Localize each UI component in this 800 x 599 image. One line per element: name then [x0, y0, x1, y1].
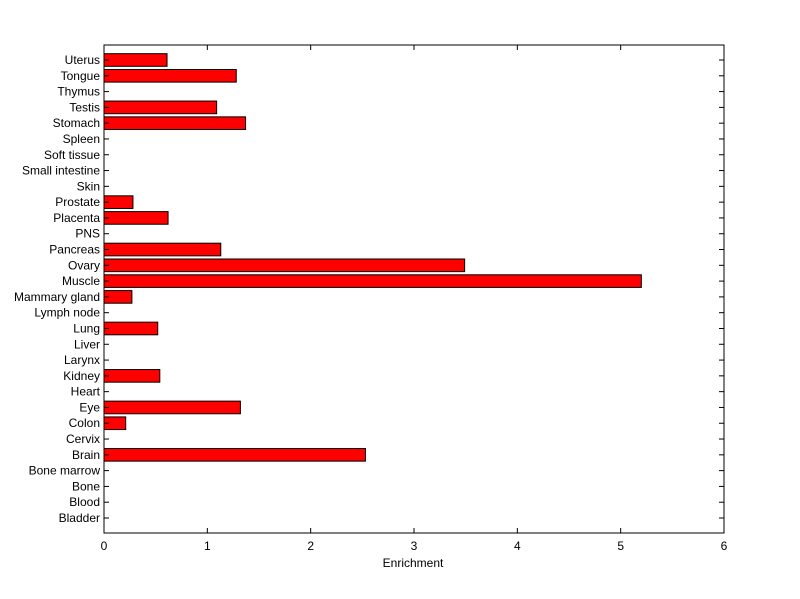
y-tick-label: Ovary	[68, 258, 100, 272]
bar-uterus	[103, 53, 168, 67]
y-tick-label: Bone	[72, 479, 100, 493]
x-tick-label: 5	[617, 539, 624, 553]
y-tick-label: Lymph node	[34, 306, 100, 320]
y-tick-label: Heart	[71, 385, 101, 399]
bar-eye	[103, 400, 241, 415]
y-tick-label: PNS	[75, 227, 100, 241]
y-tick-label: Bladder	[59, 511, 100, 525]
y-tick-label: Muscle	[62, 274, 100, 288]
ticks-group	[103, 45, 725, 533]
y-tick-label: Skin	[77, 179, 100, 193]
bar-testis	[103, 100, 218, 115]
x-tick-label: 0	[101, 539, 108, 553]
y-tick-label: Small intestine	[22, 164, 100, 178]
y-tick-label: Prostate	[55, 195, 100, 209]
bar-brain	[103, 448, 366, 462]
y-tick-label: Cervix	[66, 432, 100, 446]
x-tick-label: 1	[204, 539, 211, 553]
y-tick-label: Testis	[69, 100, 100, 114]
y-tick-label: Bone marrow	[29, 464, 101, 478]
bar-placenta	[103, 211, 169, 225]
x-tick-label: 6	[721, 539, 728, 553]
x-tick-label: 2	[307, 539, 314, 553]
y-tick-label: Pancreas	[49, 243, 100, 257]
bar-lung	[103, 321, 159, 336]
y-tick-label: Spleen	[63, 132, 100, 146]
x-tick-label: 3	[411, 539, 418, 553]
bar-tongue	[103, 68, 237, 83]
bar-kidney	[103, 369, 161, 383]
y-tick-label: Uterus	[65, 53, 100, 67]
y-tick-label: Blood	[69, 495, 100, 509]
y-tick-label: Thymus	[57, 85, 100, 99]
y-tick-label: Placenta	[53, 211, 100, 225]
bar-stomach	[103, 116, 247, 130]
y-tick-label: Larynx	[64, 353, 100, 367]
x-axis-title: Enrichment	[383, 556, 444, 570]
bar-ovary	[103, 258, 466, 273]
y-tick-label: Brain	[72, 448, 100, 462]
y-tick-label: Stomach	[53, 116, 100, 130]
x-tick-label: 4	[514, 539, 521, 553]
y-tick-label: Eye	[79, 400, 100, 414]
y-tick-label: Lung	[73, 321, 100, 335]
y-tick-label: Colon	[69, 416, 100, 430]
y-tick-label: Kidney	[63, 369, 100, 383]
y-tick-label: Mammary gland	[14, 290, 100, 304]
y-tick-label: Soft tissue	[44, 148, 100, 162]
bar-pancreas	[103, 242, 222, 257]
y-tick-label: Liver	[74, 337, 100, 351]
y-tick-label: Tongue	[61, 69, 101, 83]
bars-group	[103, 53, 642, 462]
bar-muscle	[103, 274, 642, 288]
